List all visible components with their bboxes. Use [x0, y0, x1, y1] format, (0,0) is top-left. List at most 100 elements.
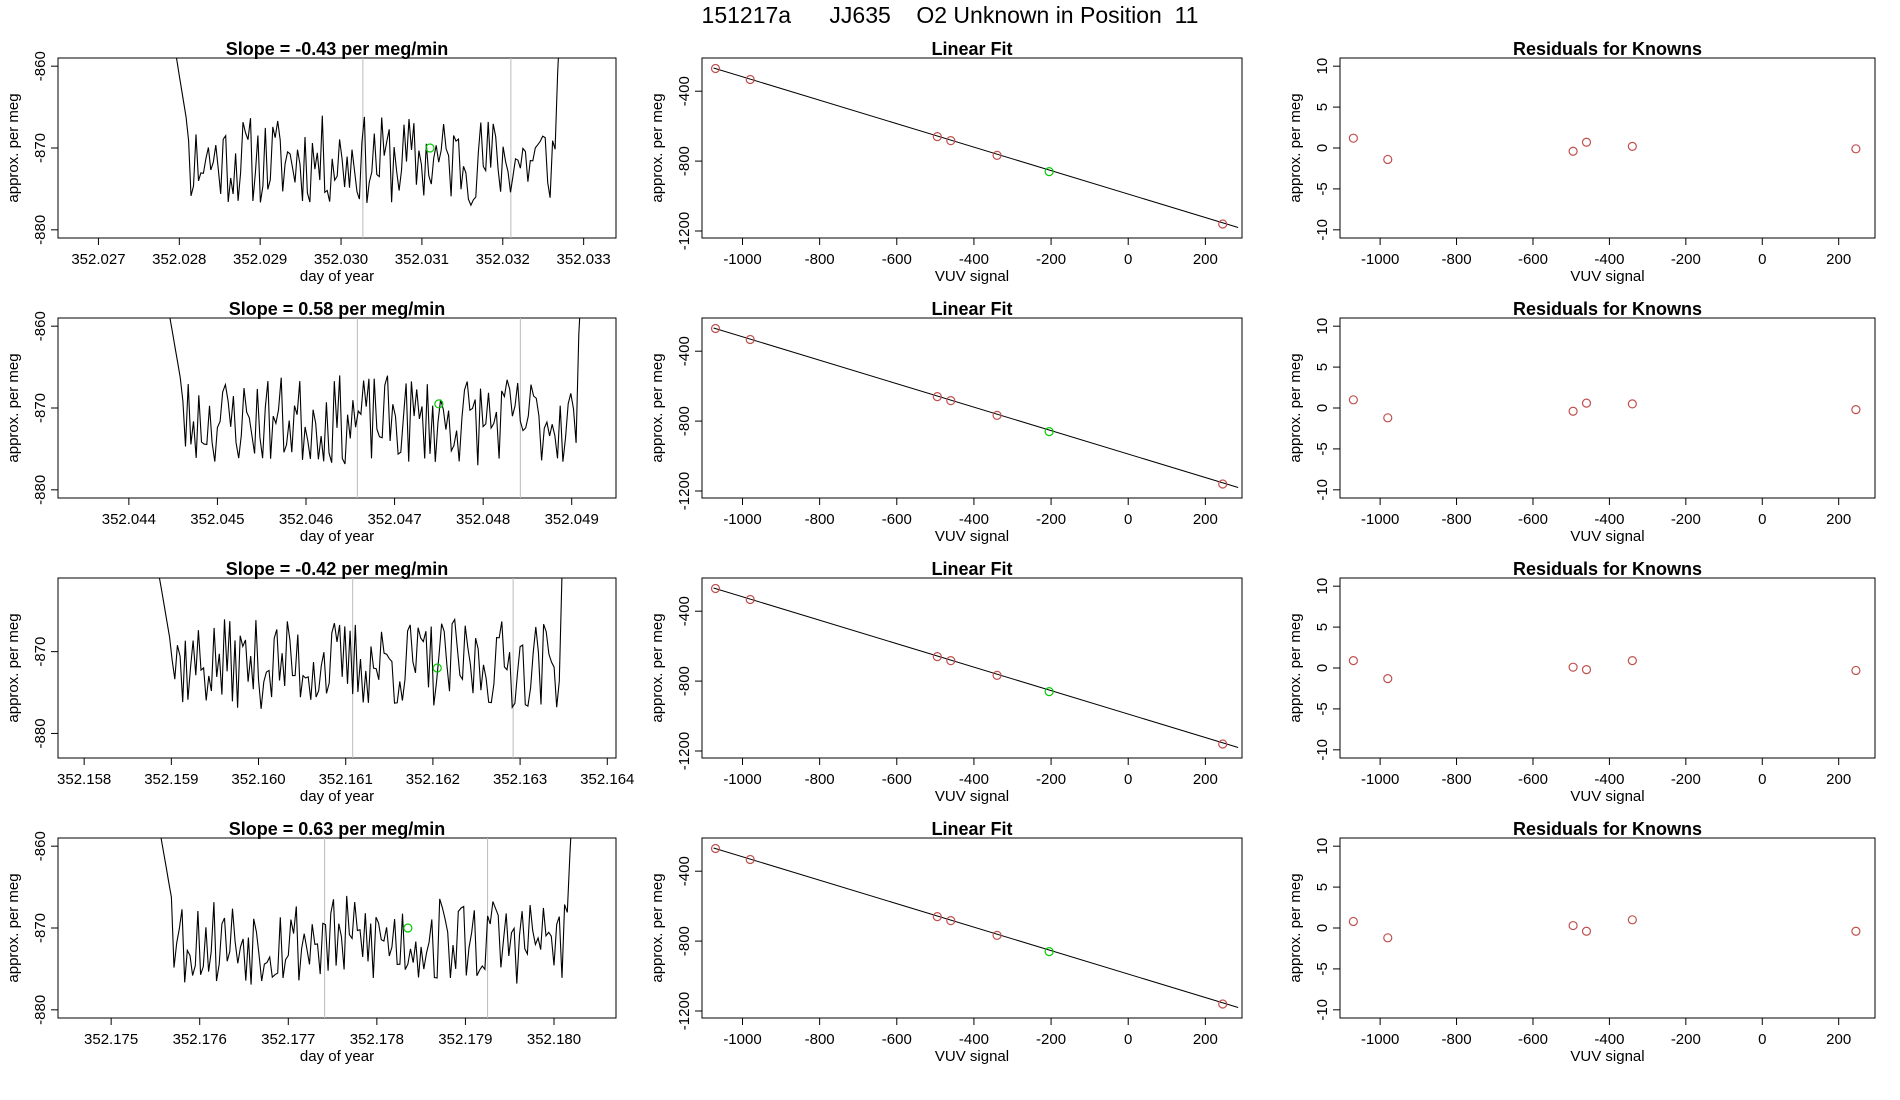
- y-tick-label: -1200: [676, 732, 693, 770]
- x-tick-label: 352.031: [395, 251, 449, 268]
- x-tick-label: 352.158: [57, 771, 111, 788]
- known-point: [1581, 137, 1592, 147]
- known-point: [1383, 154, 1393, 165]
- known-point: [946, 916, 956, 926]
- y-axis-label: approx. per meg: [649, 613, 666, 722]
- plot-frame: [57, 57, 617, 239]
- y-tick-label: -870: [32, 913, 49, 943]
- x-tick-label: 352.046: [279, 511, 333, 528]
- known-point: [745, 594, 755, 605]
- x-tick-label: 352.161: [319, 771, 373, 788]
- known-point: [1627, 141, 1637, 151]
- chart-title: Slope = -0.42 per meg/min: [226, 559, 449, 579]
- chart-panel-11: Residuals for Knowns-1000 -800 -600 -400 -20…: [1287, 819, 1876, 1065]
- x-tick-label: 352.048: [456, 511, 510, 528]
- plot-frame: [701, 837, 1243, 1019]
- plot-frame: [701, 317, 1243, 499]
- x-tick-label: 200: [1193, 771, 1218, 788]
- known-point: [1568, 920, 1578, 931]
- y-axis-label: approx. per meg: [1287, 873, 1304, 982]
- known-point: [1383, 674, 1393, 684]
- x-tick-label: 200: [1193, 1031, 1218, 1048]
- x-axis-label: VUV signal: [935, 1048, 1009, 1065]
- known-point: [710, 843, 721, 854]
- known-point: [745, 74, 755, 85]
- y-axis-label: approx. per meg: [1287, 613, 1304, 722]
- chart-title: Residuals for Knowns: [1513, 559, 1702, 579]
- y-tick-label: -870: [32, 133, 49, 163]
- x-tick-label: -400: [1594, 771, 1624, 788]
- y-tick-label: -10: [1314, 479, 1331, 501]
- y-axis-label: approx. per meg: [649, 93, 666, 202]
- y-tick-label: -880: [32, 475, 49, 505]
- y-tick-label: -800: [676, 146, 693, 176]
- y-tick-label: -1200: [676, 212, 693, 250]
- x-tick-label: -200: [1671, 1031, 1701, 1048]
- x-tick-label: 352.033: [557, 251, 611, 268]
- known-point: [1851, 926, 1861, 936]
- known-point: [1581, 398, 1592, 408]
- known-point: [1348, 656, 1358, 666]
- plot-frame: [57, 317, 617, 499]
- known-point: [1851, 405, 1861, 415]
- y-tick-label: -400: [676, 596, 693, 626]
- unknown-point: [1044, 166, 1054, 177]
- y-tick-label: -10: [1314, 219, 1331, 241]
- y-axis-label: approx. per meg: [5, 613, 22, 722]
- x-axis-label: day of year: [300, 268, 374, 285]
- known-point: [932, 652, 942, 662]
- known-point: [710, 583, 721, 594]
- x-tick-label: 352.178: [350, 1031, 404, 1048]
- chart-panel-0: Slope = -0.43 per meg/min 352.027 352.028 3…: [5, 39, 617, 285]
- x-tick-label: 352.030: [314, 251, 368, 268]
- y-axis-label: approx. per meg: [649, 353, 666, 462]
- x-axis-label: day of year: [300, 788, 374, 805]
- x-tick-label: -200: [1671, 771, 1701, 788]
- y-tick-label: -870: [32, 393, 49, 423]
- x-tick-label: -800: [805, 1031, 835, 1048]
- known-point: [1218, 479, 1228, 489]
- unknown-point: [1044, 426, 1054, 437]
- x-tick-label: -800: [1442, 511, 1472, 528]
- x-tick-label: -800: [1442, 771, 1472, 788]
- y-axis-label: approx. per meg: [5, 873, 22, 982]
- chart-panel-8: Residuals for Knowns-1000 -800 -600 -400 -20…: [1287, 559, 1876, 805]
- y-tick-label: -880: [32, 215, 49, 245]
- y-tick-label: -400: [676, 336, 693, 366]
- x-tick-label: -400: [1594, 1031, 1624, 1048]
- known-point: [745, 334, 755, 345]
- x-tick-label: 352.159: [144, 771, 198, 788]
- known-point: [1851, 144, 1861, 154]
- x-tick-label: -400: [1594, 251, 1624, 268]
- known-point: [710, 323, 721, 334]
- fit-line: [713, 847, 1239, 1008]
- time-series-line: [158, 578, 563, 709]
- x-tick-label: 352.028: [152, 251, 206, 268]
- time-series-line: [169, 318, 581, 466]
- x-tick-label: -600: [1518, 511, 1548, 528]
- x-tick-label: -200: [1671, 251, 1701, 268]
- known-point: [932, 392, 942, 402]
- known-point: [1218, 739, 1228, 749]
- y-tick-label: 0: [1314, 404, 1331, 412]
- x-tick-label: 352.177: [261, 1031, 315, 1048]
- known-point: [932, 132, 942, 142]
- x-axis-label: day of year: [300, 1048, 374, 1065]
- y-axis-label: approx. per meg: [5, 93, 22, 202]
- x-tick-label: -1000: [1361, 511, 1399, 528]
- chart-title: Linear Fit: [931, 819, 1012, 839]
- x-tick-label: 352.160: [231, 771, 285, 788]
- x-tick-label: 200: [1826, 251, 1851, 268]
- x-tick-label: 352.029: [233, 251, 287, 268]
- known-point: [1218, 219, 1228, 229]
- x-tick-label: 352.032: [476, 251, 530, 268]
- chart-panel-2: Residuals for Knowns-1000 -800 -600 -400 -20…: [1287, 39, 1876, 285]
- x-axis-label: VUV signal: [1570, 268, 1644, 285]
- chart-panel-4: Linear Fit -1000 -800 -600 -400 -200 0 200 VUV s…: [649, 299, 1243, 545]
- chart-title: Slope = -0.43 per meg/min: [226, 39, 449, 59]
- x-tick-label: 352.044: [102, 511, 156, 528]
- plot-frame: [1339, 317, 1876, 499]
- y-tick-label: -800: [676, 926, 693, 956]
- y-tick-label: -400: [676, 76, 693, 106]
